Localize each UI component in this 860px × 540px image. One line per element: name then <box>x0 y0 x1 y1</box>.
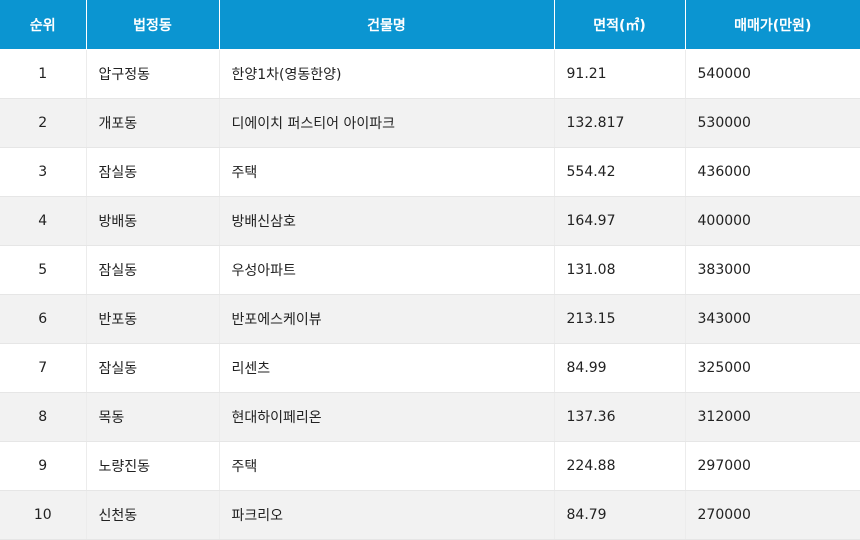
table-row: 10 신천동 파크리오 84.79 270000 <box>0 490 860 540</box>
cell-building: 주택 <box>219 441 555 491</box>
cell-area: 213.15 <box>554 294 686 344</box>
cell-area: 91.21 <box>554 49 686 99</box>
header-building: 건물명 <box>219 0 555 50</box>
cell-rank: 1 <box>0 49 87 99</box>
table-row: 8 목동 현대하이페리온 137.36 312000 <box>0 392 860 442</box>
table-row: 9 노량진동 주택 224.88 297000 <box>0 441 860 491</box>
cell-dong: 반포동 <box>86 294 220 344</box>
cell-price: 312000 <box>685 392 860 442</box>
cell-dong: 압구정동 <box>86 49 220 99</box>
cell-rank: 6 <box>0 294 87 344</box>
cell-area: 131.08 <box>554 245 686 295</box>
header-area: 면적(㎡) <box>554 0 686 50</box>
cell-rank: 3 <box>0 147 87 197</box>
cell-price: 383000 <box>685 245 860 295</box>
cell-dong: 노량진동 <box>86 441 220 491</box>
cell-area: 84.79 <box>554 490 686 540</box>
cell-area: 164.97 <box>554 196 686 246</box>
cell-area: 132.817 <box>554 98 686 148</box>
cell-dong: 목동 <box>86 392 220 442</box>
cell-rank: 7 <box>0 343 87 393</box>
cell-area: 137.36 <box>554 392 686 442</box>
cell-price: 297000 <box>685 441 860 491</box>
cell-dong: 방배동 <box>86 196 220 246</box>
cell-area: 224.88 <box>554 441 686 491</box>
cell-dong: 개포동 <box>86 98 220 148</box>
cell-building: 리센츠 <box>219 343 555 393</box>
cell-building: 디에이치 퍼스티어 아이파크 <box>219 98 555 148</box>
cell-dong: 신천동 <box>86 490 220 540</box>
cell-building: 우성아파트 <box>219 245 555 295</box>
table-body: 1 압구정동 한양1차(영동한양) 91.21 540000 2 개포동 디에이… <box>0 49 860 540</box>
table-row: 6 반포동 반포에스케이뷰 213.15 343000 <box>0 294 860 344</box>
cell-dong: 잠실동 <box>86 343 220 393</box>
cell-building: 파크리오 <box>219 490 555 540</box>
cell-price: 270000 <box>685 490 860 540</box>
cell-price: 530000 <box>685 98 860 148</box>
cell-rank: 2 <box>0 98 87 148</box>
header-rank: 순위 <box>0 0 87 50</box>
table-row: 3 잠실동 주택 554.42 436000 <box>0 147 860 197</box>
cell-price: 540000 <box>685 49 860 99</box>
cell-price: 343000 <box>685 294 860 344</box>
cell-rank: 5 <box>0 245 87 295</box>
cell-rank: 10 <box>0 490 87 540</box>
cell-price: 325000 <box>685 343 860 393</box>
cell-price: 436000 <box>685 147 860 197</box>
header-price: 매매가(만원) <box>685 0 860 50</box>
cell-rank: 8 <box>0 392 87 442</box>
cell-area: 554.42 <box>554 147 686 197</box>
table-row: 1 압구정동 한양1차(영동한양) 91.21 540000 <box>0 49 860 99</box>
cell-building: 반포에스케이뷰 <box>219 294 555 344</box>
header-row: 순위 법정동 건물명 면적(㎡) 매매가(만원) <box>0 0 860 50</box>
cell-price: 400000 <box>685 196 860 246</box>
cell-building: 현대하이페리온 <box>219 392 555 442</box>
header-dong: 법정동 <box>86 0 220 50</box>
table-row: 4 방배동 방배신삼호 164.97 400000 <box>0 196 860 246</box>
table-row: 7 잠실동 리센츠 84.99 325000 <box>0 343 860 393</box>
cell-area: 84.99 <box>554 343 686 393</box>
table-header: 순위 법정동 건물명 면적(㎡) 매매가(만원) <box>0 0 860 50</box>
cell-rank: 9 <box>0 441 87 491</box>
table-row: 2 개포동 디에이치 퍼스티어 아이파크 132.817 530000 <box>0 98 860 148</box>
table-row: 5 잠실동 우성아파트 131.08 383000 <box>0 245 860 295</box>
cell-building: 한양1차(영동한양) <box>219 49 555 99</box>
cell-building: 주택 <box>219 147 555 197</box>
cell-dong: 잠실동 <box>86 147 220 197</box>
cell-dong: 잠실동 <box>86 245 220 295</box>
cell-rank: 4 <box>0 196 87 246</box>
cell-building: 방배신삼호 <box>219 196 555 246</box>
